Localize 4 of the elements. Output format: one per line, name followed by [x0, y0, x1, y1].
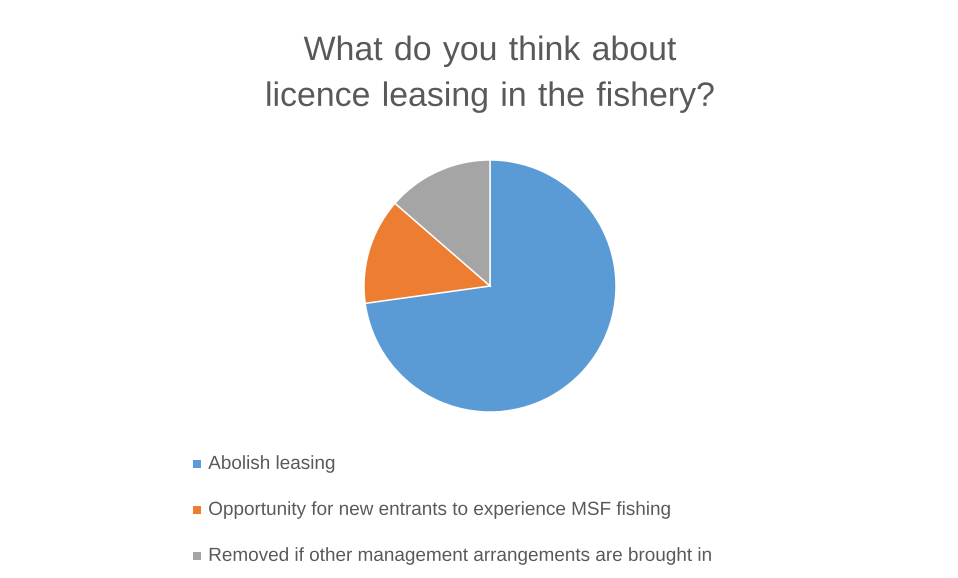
legend-label: Opportunity for new entrants to experience MSF fishing	[209, 501, 670, 519]
legend-label: Abolish leasing	[208, 455, 334, 473]
chart-title: What do you think about licence leasing in the fishery?	[267, 36, 714, 113]
legend-label: Removed if other management arrangements are brought in	[210, 547, 711, 565]
